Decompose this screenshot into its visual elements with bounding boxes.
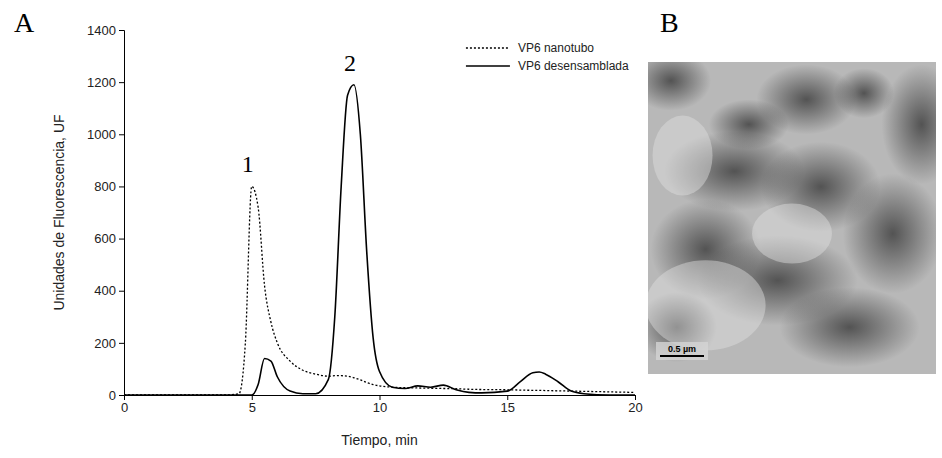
- tick-label: 1400: [87, 23, 116, 38]
- tick-mark: [119, 395, 124, 396]
- micrograph-texture: [780, 287, 920, 367]
- tick: 10: [373, 395, 387, 415]
- tick-label: 800: [94, 179, 116, 194]
- figure: 051015200200400600800100012001400Tiempo,…: [0, 0, 942, 458]
- tick-label: 10: [373, 400, 387, 415]
- micrograph-texture: [653, 116, 713, 196]
- axis-line: [119, 31, 125, 396]
- x-axis: 0 5 10 15 20: [121, 395, 643, 415]
- scale-bar-ground: [656, 342, 708, 360]
- y-axis-title: Unidades de Fluorescencia, UF: [51, 114, 67, 310]
- micrograph-texture: [882, 64, 936, 184]
- peak-label: 2: [344, 50, 356, 76]
- tick-label: 400: [94, 283, 116, 298]
- tick-label: 600: [94, 231, 116, 246]
- tick-label: 15: [501, 400, 515, 415]
- tick-label: 1200: [87, 75, 116, 90]
- micrograph: [648, 62, 936, 374]
- tick-mark: [119, 239, 124, 240]
- tick-label: 0: [109, 388, 116, 403]
- micrograph-texture: [648, 260, 766, 350]
- legend: VP6 nanotubo VP6 desensamblada: [466, 41, 629, 73]
- tick-mark: [119, 134, 124, 135]
- tick: 200: [94, 336, 124, 351]
- tick-label: 5: [249, 400, 256, 415]
- tick-label: 200: [94, 336, 116, 351]
- tick-label: 0: [121, 400, 128, 415]
- peak-label: 1: [242, 151, 254, 177]
- legend-swatch: [466, 65, 510, 67]
- tick: 1200: [87, 75, 124, 90]
- legend-swatch: [466, 47, 510, 49]
- tick: 0: [121, 395, 128, 415]
- tick-label: 1000: [87, 127, 116, 142]
- tick-mark: [119, 343, 124, 344]
- tick-mark: [119, 30, 124, 31]
- micrograph-texture: [709, 99, 789, 149]
- series-line: [124, 85, 635, 395]
- tick: 1000: [87, 127, 124, 142]
- x-axis-title: Tiempo, min: [341, 432, 418, 448]
- tick-mark: [119, 82, 124, 83]
- tick: 20: [628, 395, 642, 415]
- tick: 1400: [87, 23, 124, 38]
- tick: 400: [94, 283, 124, 298]
- y-axis: 0 200 400 600 800 1000 1200 1400: [87, 23, 124, 403]
- tick-label: 20: [628, 400, 642, 415]
- panel-label: B: [660, 7, 679, 38]
- tick: 0: [109, 388, 124, 403]
- micrograph-texture: [648, 62, 711, 111]
- legend-label: VP6 desensamblada: [518, 59, 629, 73]
- legend-label: VP6 nanotubo: [518, 41, 594, 55]
- plot-area: [124, 85, 635, 395]
- panel-label: A: [14, 7, 35, 38]
- scale-bar: [660, 355, 704, 357]
- tick: 800: [94, 179, 124, 194]
- tick: 5: [249, 395, 256, 415]
- tick: 15: [501, 395, 515, 415]
- series-line: [124, 186, 635, 395]
- micrograph-texture: [752, 204, 832, 264]
- tick-mark: [119, 291, 124, 292]
- scale-bar-label: 0.5 µm: [668, 344, 696, 354]
- tick: 600: [94, 231, 124, 246]
- tick-mark: [119, 186, 124, 187]
